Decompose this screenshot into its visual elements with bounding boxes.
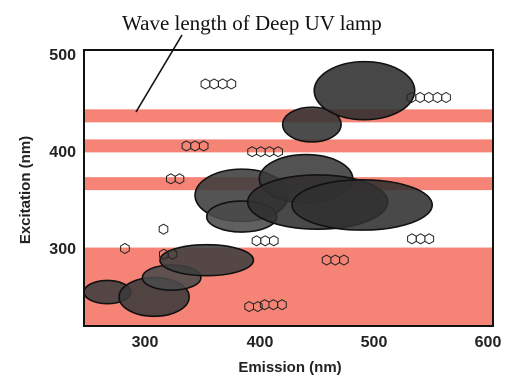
molecule-ring bbox=[407, 233, 417, 245]
molecule-structure bbox=[247, 146, 283, 158]
fluorescence-region bbox=[159, 243, 255, 277]
molecule-structure bbox=[159, 248, 178, 260]
molecule-structure bbox=[120, 242, 130, 255]
annotation-leader-line bbox=[135, 34, 183, 113]
molecule-ring bbox=[200, 78, 211, 90]
fluorescence-region bbox=[291, 178, 434, 231]
molecule-ring bbox=[120, 242, 130, 255]
molecule-structure bbox=[200, 78, 237, 90]
molecule-structure bbox=[251, 235, 279, 247]
molecule-ring bbox=[198, 140, 209, 152]
molecule-ring bbox=[339, 254, 349, 266]
y-axis-label: Excitation (nm) bbox=[17, 136, 34, 244]
molecule-structure bbox=[259, 299, 287, 311]
molecule-ring bbox=[441, 91, 451, 104]
y-tick-label: 400 bbox=[49, 144, 76, 161]
fluorescence-regions bbox=[83, 60, 434, 318]
x-tick-label: 500 bbox=[361, 334, 388, 351]
fluorescence-region bbox=[313, 60, 416, 121]
molecule-ring bbox=[423, 91, 434, 104]
molecule-ring bbox=[273, 146, 283, 158]
molecule-structures bbox=[120, 78, 451, 313]
plot-frame bbox=[83, 49, 494, 327]
y-tick-label: 500 bbox=[49, 47, 76, 64]
molecule-ring bbox=[251, 235, 262, 247]
molecule-ring bbox=[226, 78, 237, 90]
molecule-structure bbox=[407, 233, 435, 245]
molecule-ring bbox=[174, 173, 185, 185]
fluorescence-region bbox=[281, 106, 342, 143]
x-tick-label: 300 bbox=[132, 334, 159, 351]
molecule-structure bbox=[244, 301, 263, 313]
molecule-ring bbox=[277, 299, 287, 311]
molecule-ring bbox=[260, 235, 270, 247]
molecule-structure bbox=[321, 254, 349, 266]
molecule-ring bbox=[432, 91, 443, 104]
molecule-structure bbox=[158, 223, 169, 235]
molecule-ring bbox=[415, 91, 425, 104]
lamp-annotation: Wave length of Deep UV lamp bbox=[122, 11, 382, 35]
molecule-ring bbox=[209, 78, 219, 90]
x-tick-label: 400 bbox=[247, 334, 274, 351]
molecule-ring bbox=[269, 235, 279, 247]
molecule-ring bbox=[424, 233, 435, 245]
lamp-line-band bbox=[84, 139, 493, 153]
molecule-ring bbox=[167, 248, 178, 260]
molecule-structure bbox=[166, 173, 185, 185]
molecule-structure bbox=[181, 140, 209, 152]
molecule-structure bbox=[406, 91, 451, 104]
molecule-ring bbox=[253, 301, 263, 313]
x-tick-label: 600 bbox=[475, 334, 502, 351]
x-axis-label: Emission (nm) bbox=[238, 359, 341, 376]
molecule-ring bbox=[415, 233, 426, 245]
molecule-ring bbox=[158, 223, 169, 235]
molecule-ring bbox=[217, 78, 228, 90]
y-tick-label: 300 bbox=[49, 241, 76, 258]
